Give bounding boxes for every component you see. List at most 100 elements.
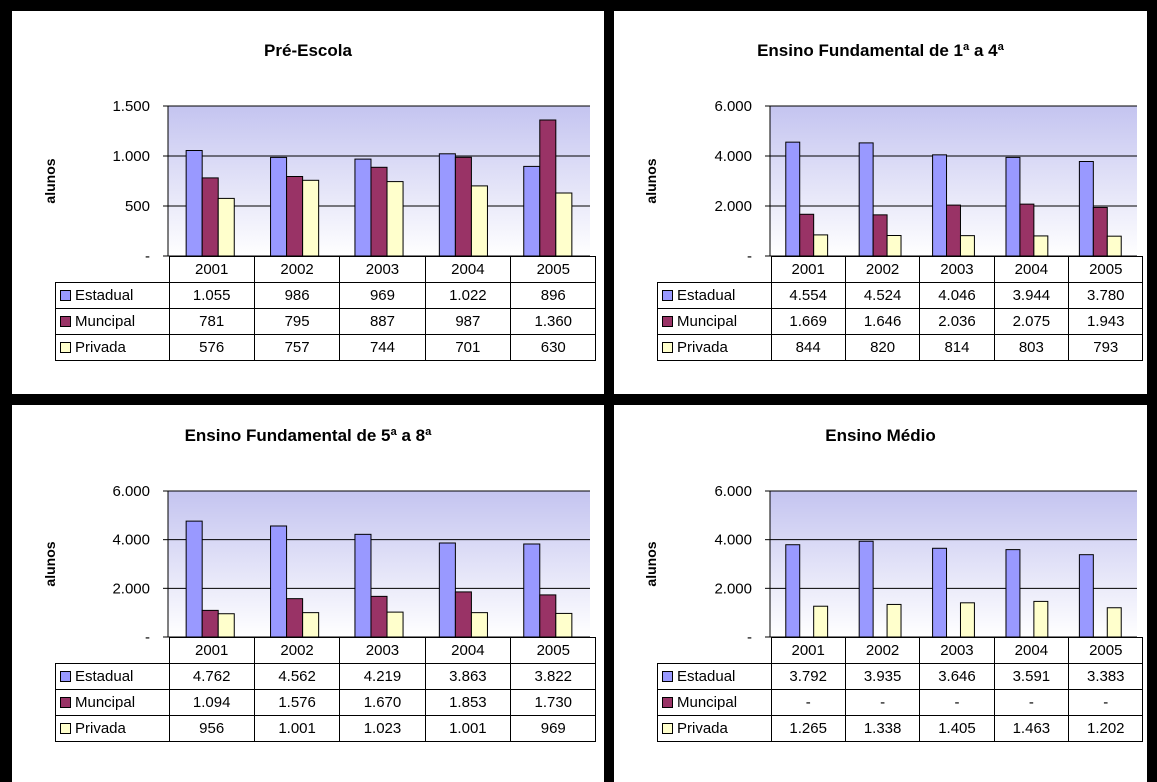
legend-label: Muncipal xyxy=(677,694,738,711)
table-cell: 969 xyxy=(339,282,426,309)
bar-muncipal-2002 xyxy=(286,176,304,257)
table-cell: 1.669 xyxy=(770,308,846,335)
table-corner xyxy=(56,257,170,283)
legend-label: Privada xyxy=(75,339,126,356)
bar-muncipal-2005 xyxy=(1092,206,1108,257)
bar-privada-2005 xyxy=(1106,607,1122,638)
border-left xyxy=(0,0,12,782)
bar-privada-2001 xyxy=(217,613,235,638)
table-cell: 3.646 xyxy=(919,663,995,690)
bar-estadual-2001 xyxy=(785,141,801,257)
table-row: Privada 844 820 814 803 793 xyxy=(657,334,1144,361)
bar-estadual-2003 xyxy=(354,158,372,257)
table-cell: 1.360 xyxy=(510,308,597,335)
y-tick-label: - xyxy=(747,248,752,265)
table-cell: 986 xyxy=(253,282,341,309)
y-tick-label: 4.000 xyxy=(714,532,752,549)
table-header-cell: 2001 xyxy=(168,637,255,664)
table-cell: 1.265 xyxy=(770,715,846,742)
table-header-cell: 2002 xyxy=(253,256,341,283)
bar-estadual-2005 xyxy=(1078,554,1094,638)
bar-privada-2003 xyxy=(959,602,975,638)
table-cell: 1.576 xyxy=(253,689,341,716)
center-vertical-divider xyxy=(604,0,614,782)
border-right xyxy=(1147,0,1157,782)
table-cell: 744 xyxy=(339,334,426,361)
legend-label: Privada xyxy=(75,720,126,737)
bar-estadual-2004 xyxy=(1005,549,1021,638)
table-cell: 4.562 xyxy=(253,663,341,690)
table-header-cell: 2001 xyxy=(168,256,255,283)
bar-privada-2002 xyxy=(886,603,902,638)
table-cell: 4.046 xyxy=(919,282,995,309)
data-table: 2001 2002 2003 2004 2005 Estadual 4.554 4.524 4.… xyxy=(657,256,1144,361)
table-header-row: 2001 2002 2003 2004 2005 xyxy=(658,637,1144,664)
table-row: Privada 956 1.001 1.023 1.001 969 xyxy=(55,715,597,742)
table-cell: 630 xyxy=(510,334,597,361)
legend-swatch xyxy=(662,723,673,734)
bar-muncipal-2003 xyxy=(946,204,961,257)
table-cell: 969 xyxy=(510,715,597,742)
legend-entry: Privada xyxy=(657,715,772,742)
table-cell: 820 xyxy=(844,334,921,361)
table-cell: 1.094 xyxy=(168,689,255,716)
table-cell: 3.863 xyxy=(424,663,512,690)
legend-swatch xyxy=(60,290,71,301)
y-tick-label: 4.000 xyxy=(714,148,752,165)
bar-muncipal-2004 xyxy=(454,156,472,257)
table-header-cell: 2003 xyxy=(339,637,426,664)
y-tick-label: 2.000 xyxy=(714,198,752,215)
bar-muncipal-2004 xyxy=(1019,203,1035,257)
legend-entry: Privada xyxy=(657,334,772,361)
bar-estadual-2003 xyxy=(932,547,948,638)
y-tick-label: 1.000 xyxy=(112,148,150,165)
legend-swatch xyxy=(662,316,673,327)
legend-entry: Muncipal xyxy=(657,308,772,335)
table-cell: - xyxy=(844,689,921,716)
bar-muncipal-2003 xyxy=(370,166,388,257)
table-cell: 896 xyxy=(510,282,597,309)
legend-entry: Estadual xyxy=(657,663,772,690)
table-cell: 887 xyxy=(339,308,426,335)
legend-swatch xyxy=(60,342,71,353)
table-row: Estadual 4.762 4.562 4.219 3.863 3.822 xyxy=(55,663,597,690)
y-axis-label: alunos xyxy=(643,541,659,586)
bar-privada-2001 xyxy=(217,197,235,257)
legend-entry: Estadual xyxy=(55,663,170,690)
table-cell: 1.853 xyxy=(424,689,512,716)
table-cell: 1.338 xyxy=(844,715,921,742)
table-cell: - xyxy=(1068,689,1144,716)
table-corner xyxy=(658,257,772,283)
bar-estadual-2004 xyxy=(438,153,456,257)
bar-estadual-2003 xyxy=(932,154,948,257)
data-table: 2001 2002 2003 2004 2005 Estadual 3.792 3.935 3.… xyxy=(657,637,1144,742)
bar-estadual-2005 xyxy=(523,543,541,638)
legend-entry: Muncipal xyxy=(55,308,170,335)
bar-estadual-2005 xyxy=(1078,161,1094,257)
table-cell: - xyxy=(919,689,995,716)
data-table: 2001 2002 2003 2004 2005 Estadual 4.762 4.562 4.… xyxy=(55,637,597,742)
legend-swatch xyxy=(662,671,673,682)
legend-entry: Privada xyxy=(55,715,170,742)
legend-label: Privada xyxy=(677,339,728,356)
table-cell: 814 xyxy=(919,334,995,361)
chart-title: Ensino Médio xyxy=(825,426,936,445)
table-cell: 3.935 xyxy=(844,663,921,690)
table-cell: 3.591 xyxy=(993,663,1070,690)
y-tick-label: 6.000 xyxy=(714,98,752,115)
table-cell: 1.670 xyxy=(339,689,426,716)
bar-privada-2002 xyxy=(886,235,902,257)
bar-muncipal-2002 xyxy=(286,598,304,638)
legend-entry: Muncipal xyxy=(55,689,170,716)
bar-estadual-2005 xyxy=(523,165,541,257)
table-header-row: 2001 2002 2003 2004 2005 xyxy=(56,637,597,664)
table-header-cell: 2004 xyxy=(993,256,1070,283)
table-cell: 3.383 xyxy=(1068,663,1144,690)
bar-privada-2005 xyxy=(1106,235,1122,257)
y-tick-label: - xyxy=(747,629,752,646)
table-cell: 3.792 xyxy=(770,663,846,690)
y-tick-label: 2.000 xyxy=(714,580,752,597)
table-header-cell: 2004 xyxy=(424,637,512,664)
bar-estadual-2002 xyxy=(270,525,288,638)
